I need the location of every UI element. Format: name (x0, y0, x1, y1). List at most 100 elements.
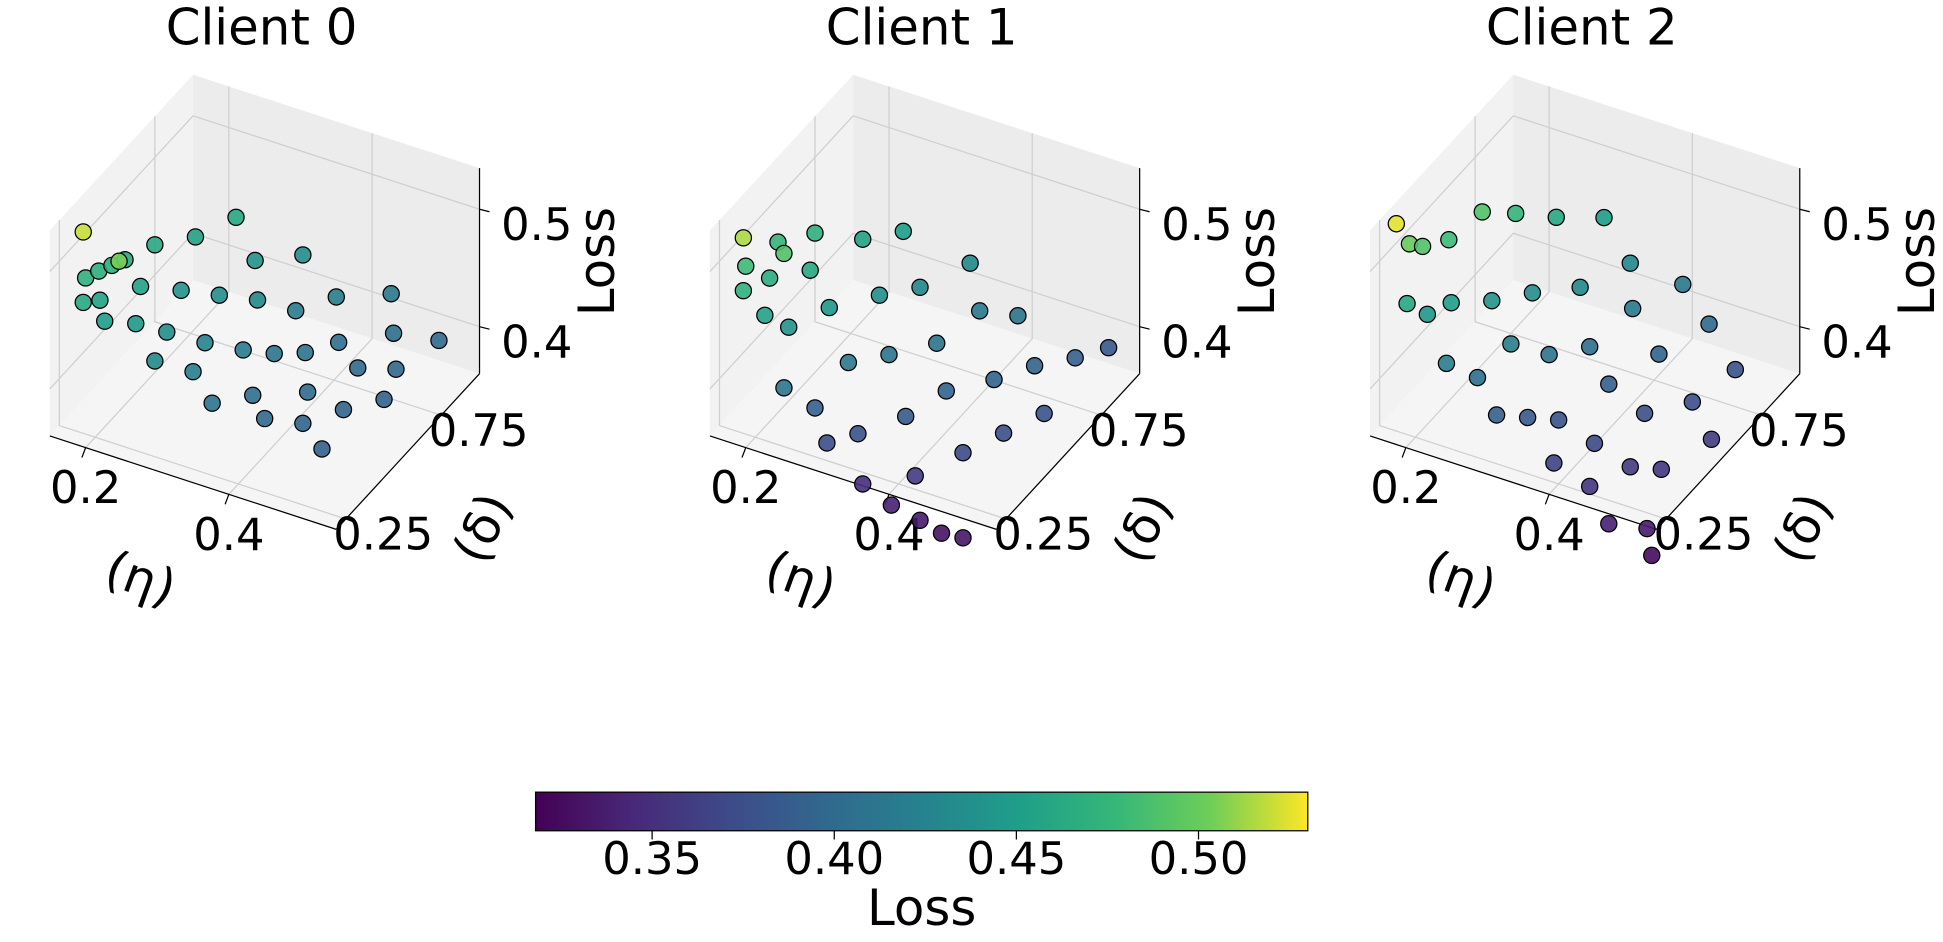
scatter-point (1035, 404, 1053, 423)
scatter-point (227, 208, 245, 227)
scatter-point (806, 399, 824, 417)
scatter-point (1635, 404, 1654, 423)
scatter-point (737, 257, 755, 275)
scatter-point (387, 360, 405, 378)
scatter-point (296, 343, 314, 362)
scatter-point (172, 281, 190, 300)
colorbar-tick-label: 0.40 (784, 832, 884, 885)
scatter-point (327, 288, 346, 306)
scatter-point (954, 444, 972, 462)
scatter-point (1099, 338, 1118, 357)
y-axis-label: (δ) (442, 484, 524, 571)
grid-line (888, 133, 1033, 495)
scatter-point (1506, 204, 1525, 223)
grid-line (58, 220, 347, 520)
x-axis-label: (η) (1418, 539, 1504, 618)
scatter-point (110, 252, 128, 270)
x-axis-label: (η) (758, 539, 844, 618)
scatter-point (961, 254, 979, 272)
y-tick-label: 0.75 (1749, 404, 1849, 457)
y-axis-label: (δ) (1762, 484, 1844, 571)
x-tick-label: 0.4 (193, 508, 264, 561)
scatter-point (1387, 215, 1406, 233)
scatter-point (1571, 278, 1589, 297)
x-tick (1544, 494, 1550, 505)
scatter-point (985, 370, 1003, 389)
grid-line (814, 116, 1102, 416)
scatter-point (196, 334, 214, 352)
scatter-point (286, 302, 305, 320)
x-tick-label: 0.2 (710, 461, 781, 514)
scatter-point (1638, 519, 1656, 538)
scatter-point (818, 434, 836, 452)
scatter-point (91, 291, 109, 309)
colorbar-tick-label: 0.50 (1149, 832, 1249, 885)
scatter-point (1621, 458, 1639, 476)
scatter-point (760, 269, 779, 287)
y-axis-label: (δ) (1102, 484, 1184, 571)
y-tick (1005, 518, 1017, 524)
scatter-point (74, 223, 92, 241)
scatter-point (882, 496, 901, 514)
scatter-point (870, 286, 889, 304)
scatter-point (896, 407, 915, 426)
scatter-point (1595, 208, 1613, 227)
y-tick-label: 0.25 (993, 508, 1093, 561)
scatter-point (1440, 231, 1458, 249)
scatter-point (954, 529, 972, 547)
scatter-point (775, 379, 793, 397)
y-tick (1665, 518, 1677, 524)
chart-title: Client 2 (1486, 0, 1678, 57)
chart-title: Client 1 (826, 0, 1018, 57)
scatter-point (203, 394, 221, 412)
scatter-point (1518, 408, 1537, 427)
y-tick (1761, 414, 1772, 420)
scatter-point (313, 440, 331, 458)
scatter-point (1540, 345, 1558, 364)
y-tick-label: 0.75 (1089, 404, 1189, 457)
scatter-point (127, 314, 145, 333)
grid-line (154, 116, 442, 416)
scatter-point (1547, 208, 1565, 227)
scatter-point (384, 324, 403, 342)
colorbar-label: Loss (867, 879, 976, 937)
scatter-point (1545, 454, 1563, 472)
grid-line (85, 86, 230, 449)
scatter-point (1025, 357, 1044, 375)
scatter-point (911, 511, 929, 530)
colorbar-tick-label: 0.35 (602, 832, 702, 885)
grid-line (1405, 86, 1550, 449)
grid-line (1369, 115, 1800, 272)
z-tick (479, 208, 490, 213)
x-tick (741, 447, 747, 458)
z-tick-label: 0.5 (501, 198, 572, 251)
scatter-point (1600, 375, 1618, 393)
scatter-point (928, 334, 946, 352)
scatter-point (894, 222, 913, 241)
pane (49, 280, 480, 530)
scatter-point (1442, 294, 1460, 312)
scatter-point (906, 467, 924, 485)
scatter-point (131, 277, 150, 296)
grid-line (709, 115, 1140, 272)
scatter-point (1623, 299, 1642, 318)
x-axis-label: (η) (98, 539, 184, 618)
y-tick-label: 0.25 (1654, 508, 1754, 561)
x-tick-label: 0.2 (50, 461, 121, 514)
scatter-point (1580, 338, 1599, 356)
scatter-point (430, 331, 448, 350)
grid-line (1378, 220, 1667, 520)
pane (709, 280, 1140, 530)
pane (1513, 74, 1800, 374)
scatter-point (780, 318, 798, 336)
x-tick (1401, 447, 1407, 458)
scatter-point (970, 302, 989, 320)
scatter-point (1652, 460, 1671, 479)
x-tick (224, 494, 230, 505)
z-tick-label: 0.5 (1161, 198, 1232, 251)
scatter-point (1502, 335, 1520, 353)
chart-title: Client 0 (166, 0, 358, 57)
scatter-point (186, 228, 205, 246)
scatter-point (1549, 411, 1568, 429)
